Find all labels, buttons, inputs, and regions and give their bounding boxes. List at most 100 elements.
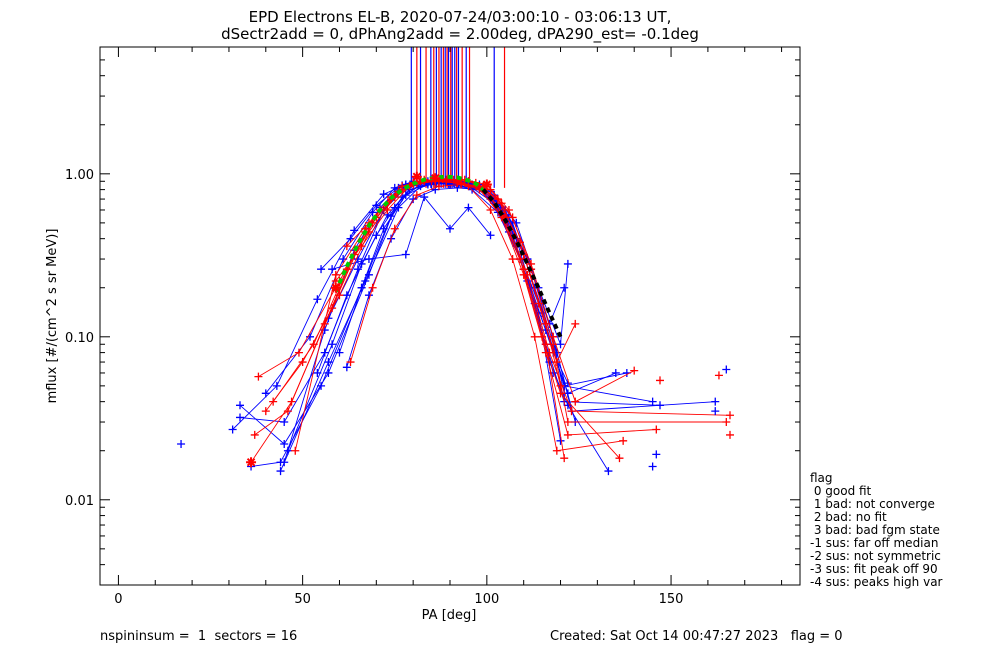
data-point	[711, 397, 720, 406]
data-point	[313, 368, 322, 377]
data-point	[508, 213, 517, 222]
data-point	[619, 436, 628, 445]
data-point	[291, 446, 300, 455]
data-point	[342, 291, 351, 300]
data-point	[457, 180, 466, 189]
data-point	[722, 418, 731, 427]
data-point	[571, 319, 580, 328]
x-tick-label: 150	[659, 592, 684, 607]
data-point	[571, 397, 580, 406]
data-point	[250, 430, 259, 439]
series-line	[239, 182, 653, 423]
data-point	[434, 182, 443, 191]
legend-entry: 2 bad: no fit	[810, 510, 887, 524]
data-point	[324, 358, 333, 367]
data-point	[261, 389, 270, 398]
data-point	[726, 411, 734, 420]
data-point	[342, 242, 351, 251]
data-point	[342, 363, 351, 372]
data-point	[556, 340, 565, 349]
data-point	[383, 205, 392, 214]
data-point	[486, 231, 495, 240]
plot-frame	[99, 46, 801, 586]
data-point	[615, 454, 624, 463]
y-tick-label: 0.01	[65, 494, 94, 509]
data-point	[372, 231, 381, 240]
chart-subtitle: dSectr2add = 0, dPhAng2add = 2.00deg, dP…	[221, 25, 699, 44]
data-point	[464, 203, 473, 212]
series-line	[280, 181, 565, 472]
x-tick-label: 0	[114, 592, 122, 607]
data-point	[630, 366, 639, 375]
black-fit-curve	[481, 188, 563, 338]
data-point	[364, 291, 373, 300]
data-point	[390, 224, 399, 233]
x-axis-label: PA [deg]	[422, 608, 477, 623]
x-tick-label: 100	[474, 592, 499, 607]
legend-entry: 0 good fit	[810, 484, 872, 498]
chart-title: EPD Electrons EL-B, 2020-07-24/03:00:10 …	[249, 8, 672, 26]
legend-entry: -3 sus: fit peak off 90	[810, 562, 938, 576]
legend-title: flag	[810, 471, 833, 485]
data-point	[324, 368, 333, 377]
series-line	[346, 187, 627, 387]
data-point	[442, 175, 451, 184]
data-point	[538, 332, 547, 341]
series-line	[250, 180, 657, 463]
data-point	[328, 340, 337, 349]
data-point	[379, 190, 388, 199]
data-point	[508, 255, 517, 264]
data-point	[177, 439, 186, 448]
data-point	[372, 201, 381, 210]
data-point	[368, 283, 377, 292]
series-line	[258, 178, 635, 403]
series-line	[272, 179, 727, 423]
data-point	[604, 467, 613, 476]
data-point	[726, 430, 734, 439]
data-point	[431, 185, 440, 194]
data-point	[652, 450, 661, 459]
data-point	[306, 332, 314, 341]
data-point	[656, 376, 664, 385]
data-point	[409, 195, 418, 204]
data-point	[530, 332, 539, 341]
data-point	[560, 454, 569, 463]
data-point	[648, 462, 657, 471]
data-point	[328, 265, 337, 274]
series-line	[327, 180, 569, 345]
data-point	[648, 397, 657, 406]
data-point	[280, 439, 289, 448]
data-point	[294, 348, 303, 357]
axes: 0 50 100 150 0.01 0.10 1.00	[65, 47, 800, 607]
legend-entry: 3 bad: bad fgm state	[810, 523, 940, 537]
data-point	[401, 250, 410, 259]
footer-left: nspininsum = 1 sectors = 16	[100, 629, 297, 644]
series-line	[232, 182, 616, 430]
series-line	[294, 180, 565, 459]
data-point	[269, 397, 278, 406]
legend-entry: 1 bad: not converge	[810, 497, 935, 511]
data-point	[317, 265, 326, 274]
data-point	[446, 224, 454, 233]
data-point	[412, 191, 421, 200]
data-point	[556, 389, 565, 398]
data-point	[714, 371, 723, 380]
series-line	[350, 184, 620, 459]
data-point	[335, 348, 344, 357]
series-line	[335, 179, 576, 364]
data-point	[394, 203, 403, 212]
y-tick-label: 0.10	[65, 331, 94, 346]
data-point	[420, 193, 429, 202]
series-line	[265, 179, 716, 412]
data-point	[254, 372, 263, 381]
data-point	[228, 425, 237, 434]
data-point	[346, 234, 355, 243]
data-point	[346, 358, 355, 367]
y-axis-label: mflux [#/(cm^2 s sr MeV)]	[45, 229, 60, 404]
legend-entry: -4 sus: peaks high var	[810, 575, 943, 589]
data-point	[549, 340, 558, 349]
legend: flag 0 good fit 1 bad: not converge 2 ba…	[810, 471, 943, 589]
green-fit-curve	[333, 174, 485, 293]
data-point	[313, 295, 322, 304]
